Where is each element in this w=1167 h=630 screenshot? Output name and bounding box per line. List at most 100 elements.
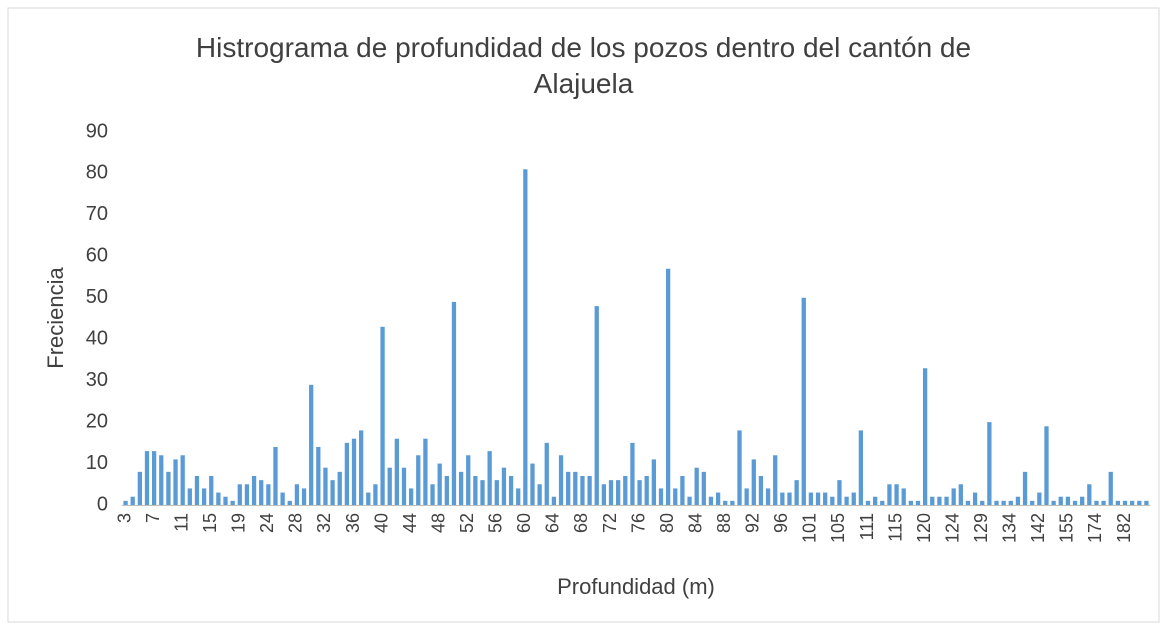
bar <box>423 438 428 505</box>
y-axis-label: Freciencia <box>43 266 68 368</box>
y-tick-label: 20 <box>86 410 108 432</box>
bar <box>1101 500 1106 505</box>
bar <box>159 455 164 505</box>
x-tick-label: 24 <box>257 513 277 533</box>
bar <box>316 446 321 505</box>
y-tick-label: 90 <box>86 120 108 142</box>
bar <box>708 496 714 505</box>
x-tick-label: 101 <box>800 513 820 543</box>
bar <box>851 492 856 505</box>
bar <box>544 442 549 505</box>
bar <box>351 438 357 505</box>
bar <box>201 488 207 505</box>
bar <box>466 455 471 505</box>
x-tick-label: 48 <box>428 513 448 533</box>
bar <box>765 488 771 505</box>
x-tick-label: 129 <box>971 513 991 543</box>
bar <box>944 496 949 505</box>
bar <box>815 492 821 505</box>
x-tick-label: 32 <box>314 513 334 533</box>
bar <box>123 500 128 505</box>
x-tick-label: 92 <box>743 513 763 533</box>
x-tick-label: 28 <box>286 513 306 533</box>
bar <box>516 488 521 505</box>
y-tick-label: 10 <box>86 452 108 474</box>
y-tick-label: 30 <box>86 369 108 391</box>
bar <box>537 484 542 505</box>
bar <box>251 475 257 505</box>
bar <box>387 467 392 505</box>
bar <box>394 438 399 505</box>
bar <box>373 484 378 505</box>
bar <box>1072 500 1078 505</box>
x-tick-label: 134 <box>1000 513 1020 543</box>
bar <box>972 492 978 505</box>
bar <box>1122 500 1128 505</box>
bar <box>1115 500 1121 505</box>
bar <box>558 455 564 505</box>
bar <box>309 384 314 505</box>
bar <box>723 500 728 505</box>
bar <box>858 430 864 505</box>
bar <box>1022 471 1028 505</box>
bar <box>580 475 585 505</box>
bar <box>330 480 335 505</box>
bar <box>444 475 449 505</box>
x-tick-label: 88 <box>714 513 734 533</box>
x-tick-label: 15 <box>200 513 220 533</box>
bar <box>965 500 971 505</box>
bar <box>737 430 742 505</box>
bar <box>530 463 535 505</box>
bar <box>594 306 599 505</box>
bar <box>808 492 814 505</box>
bar <box>1015 496 1021 505</box>
bar <box>1058 496 1063 505</box>
bar <box>237 484 242 505</box>
bar <box>244 484 250 505</box>
bar <box>794 480 799 505</box>
bar <box>280 492 285 505</box>
bar <box>865 500 871 505</box>
bar <box>380 326 385 505</box>
bar <box>223 496 228 505</box>
bar <box>494 480 499 505</box>
x-tick-label: 120 <box>914 513 934 543</box>
bar <box>587 475 592 505</box>
bar <box>680 475 685 505</box>
x-axis-label: Profundidad (m) <box>557 574 715 599</box>
bar <box>616 480 621 505</box>
bar <box>216 492 221 505</box>
bar <box>273 446 278 505</box>
x-tick-label: 174 <box>1085 513 1105 543</box>
bar <box>701 471 706 505</box>
bar <box>1094 500 1099 505</box>
bar <box>651 459 656 505</box>
bar <box>294 484 300 505</box>
x-tick-label: 105 <box>828 513 848 543</box>
bar <box>644 475 649 505</box>
bar <box>187 488 192 505</box>
bar <box>1130 500 1135 505</box>
bar <box>1144 500 1149 505</box>
bar <box>1080 496 1085 505</box>
bar <box>673 488 678 505</box>
x-tick-label: 115 <box>885 513 905 542</box>
chart-border <box>7 7 1160 623</box>
bar <box>908 500 913 505</box>
bar <box>408 488 414 505</box>
bar <box>301 488 307 505</box>
bar <box>194 475 200 505</box>
bar <box>287 500 292 505</box>
x-tick-label: 80 <box>657 513 677 533</box>
y-tick-label: 0 <box>97 493 108 515</box>
bar <box>873 496 878 505</box>
bar <box>758 475 764 505</box>
bar <box>416 455 421 505</box>
bar <box>744 488 749 505</box>
x-tick-label: 36 <box>343 513 363 533</box>
x-tick-label: 155 <box>1057 513 1077 543</box>
bar <box>980 500 985 505</box>
bar <box>994 500 999 505</box>
